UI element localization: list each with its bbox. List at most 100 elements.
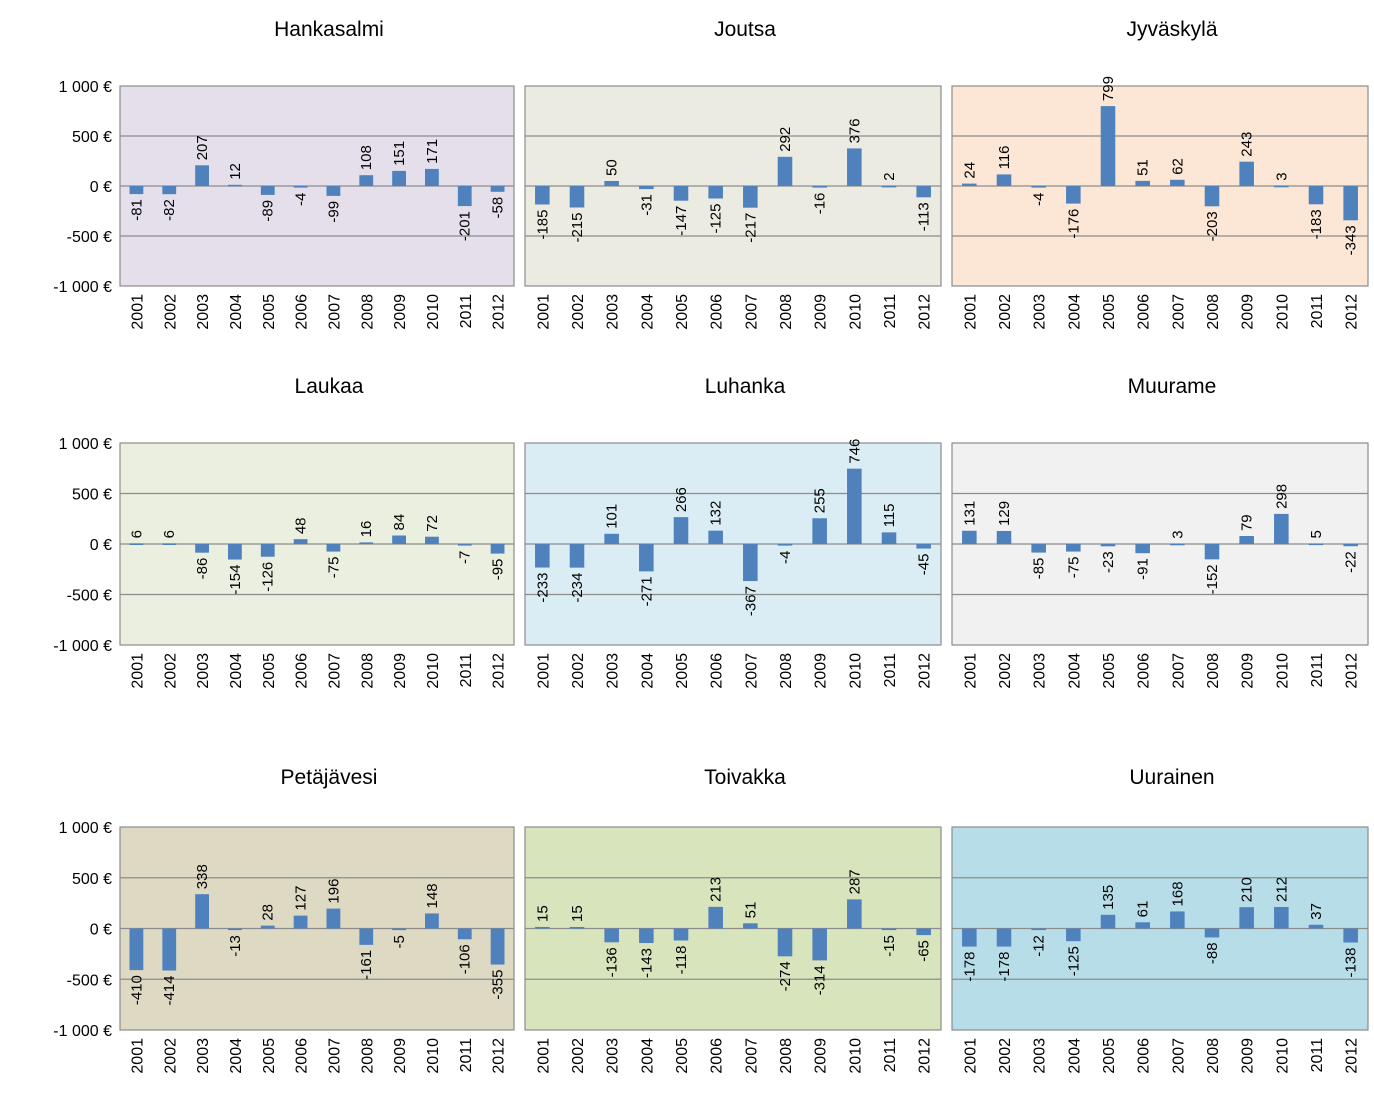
bar-2008 [777,156,793,186]
bar-2006 [293,186,308,188]
data-label: 298 [1273,484,1290,509]
x-tick-label: 2007 [1170,294,1187,330]
data-label: -86 [194,558,211,580]
data-label: 16 [358,521,375,538]
x-tick-label: 2005 [261,653,278,689]
bar-2010 [1274,513,1289,544]
data-label: -143 [638,948,655,978]
bar-2008 [359,928,374,945]
chart-luhanka: Luhanka -233 2001 -234 2002 101 2003 -271 2004 26… [524,375,942,689]
x-tick-label: 2009 [392,294,409,330]
bar-2001 [535,926,550,929]
x-tick-label: 2009 [1240,294,1257,330]
bar-2009 [392,170,406,186]
bar-2001 [129,543,144,545]
data-label: 292 [777,127,794,152]
data-label: -16 [812,193,829,215]
bar-2003 [1031,544,1046,553]
data-label: -89 [260,200,277,222]
bar-2011 [457,928,472,940]
x-tick-label: 2010 [425,653,442,689]
y-tick-label: -1 000 € [53,279,112,296]
x-tick-label: 2006 [294,653,311,689]
data-label: 28 [260,904,277,921]
data-label: 37 [1308,903,1325,920]
bar-2005 [673,928,689,941]
bar-2002 [996,530,1012,544]
x-tick-label: 2004 [639,1038,656,1074]
data-label: -367 [742,586,759,616]
bar-2007 [1170,179,1185,186]
x-tick-label: 2007 [1170,1038,1187,1074]
y-tick-label: -500 € [67,229,112,246]
data-label: 746 [846,439,863,464]
data-label: -81 [128,199,145,221]
data-label: 168 [1169,881,1186,906]
x-tick-label: 2003 [195,653,212,689]
bar-2002 [162,186,177,195]
data-label: -147 [673,206,690,236]
bar-2002 [569,544,585,568]
x-tick-label: 2012 [1344,653,1361,689]
x-tick-label: 2001 [535,1038,552,1074]
data-label: 12 [227,163,244,180]
data-label: 207 [194,135,211,160]
data-label: -113 [916,202,933,231]
data-label: 2 [881,172,898,180]
x-tick-label: 2002 [162,294,179,330]
data-label: -5 [391,935,408,948]
x-tick-label: 2012 [491,653,508,689]
data-label: 6 [128,530,145,538]
bar-2007 [743,544,758,582]
y-tick-label: -500 € [67,972,112,989]
bar-2012 [490,928,505,965]
x-tick-label: 2006 [709,653,726,689]
chart-joutsa: Joutsa -185 2001 -215 2002 50 2003 -31 2004 -147 2… [524,18,942,330]
bar-2008 [777,544,793,546]
data-label: -31 [638,194,655,216]
x-tick-label: 2010 [1274,294,1291,330]
bar-2002 [996,174,1012,186]
bar-2006 [1135,544,1150,554]
x-tick-label: 2007 [326,1038,343,1074]
bar-2011 [881,532,897,544]
bar-2003 [195,165,209,186]
x-tick-label: 2006 [1136,294,1153,330]
data-label: 127 [293,886,310,911]
bar-2012 [916,544,931,549]
bar-2005 [1100,106,1116,186]
bar-2005 [673,517,689,544]
chart-jyv-skyl-: Jyväskylä 24 2001 116 2002 -4 2003 -176 2004 799 2… [951,18,1369,330]
bar-2012 [490,186,505,192]
chart-laukaa: 1 000 € 500 € 0 € -500 € -1 000 € Laukaa 6 2001… [53,375,515,689]
data-label: -234 [569,573,586,603]
data-label: 116 [996,145,1013,169]
bar-2003 [604,181,619,186]
x-tick-label: 2011 [1309,294,1326,329]
bar-2003 [604,928,619,943]
bar-2004 [228,928,242,931]
data-label: 171 [424,139,441,164]
x-tick-label: 2007 [1170,653,1187,689]
x-tick-label: 2006 [1136,653,1153,689]
bar-2008 [1204,544,1220,560]
x-tick-label: 2006 [1136,1038,1153,1074]
x-tick-label: 2011 [458,1038,475,1073]
bar-2008 [777,928,793,957]
x-tick-label: 2008 [359,1038,376,1074]
x-tick-label: 2010 [847,653,864,689]
chart-title: Toivakka [704,766,786,789]
x-tick-label: 2011 [882,1038,899,1073]
x-tick-label: 2007 [326,294,343,330]
data-label: -314 [812,965,829,995]
data-label: 3 [1169,530,1186,538]
bar-2003 [604,533,619,544]
chart-hankasalmi: 1 000 € 500 € 0 € -500 € -1 000 € Hankasalmi -… [53,18,515,330]
x-tick-label: 2004 [228,294,245,330]
bar-2005 [260,925,275,929]
data-label: -95 [490,559,507,581]
data-label: 3 [1273,172,1290,180]
x-tick-label: 2001 [962,653,979,689]
chart-muurame: Muurame 131 2001 129 2002 -85 2003 -75 2004 -23 20… [951,375,1369,689]
chart-title: Muurame [1128,375,1217,398]
